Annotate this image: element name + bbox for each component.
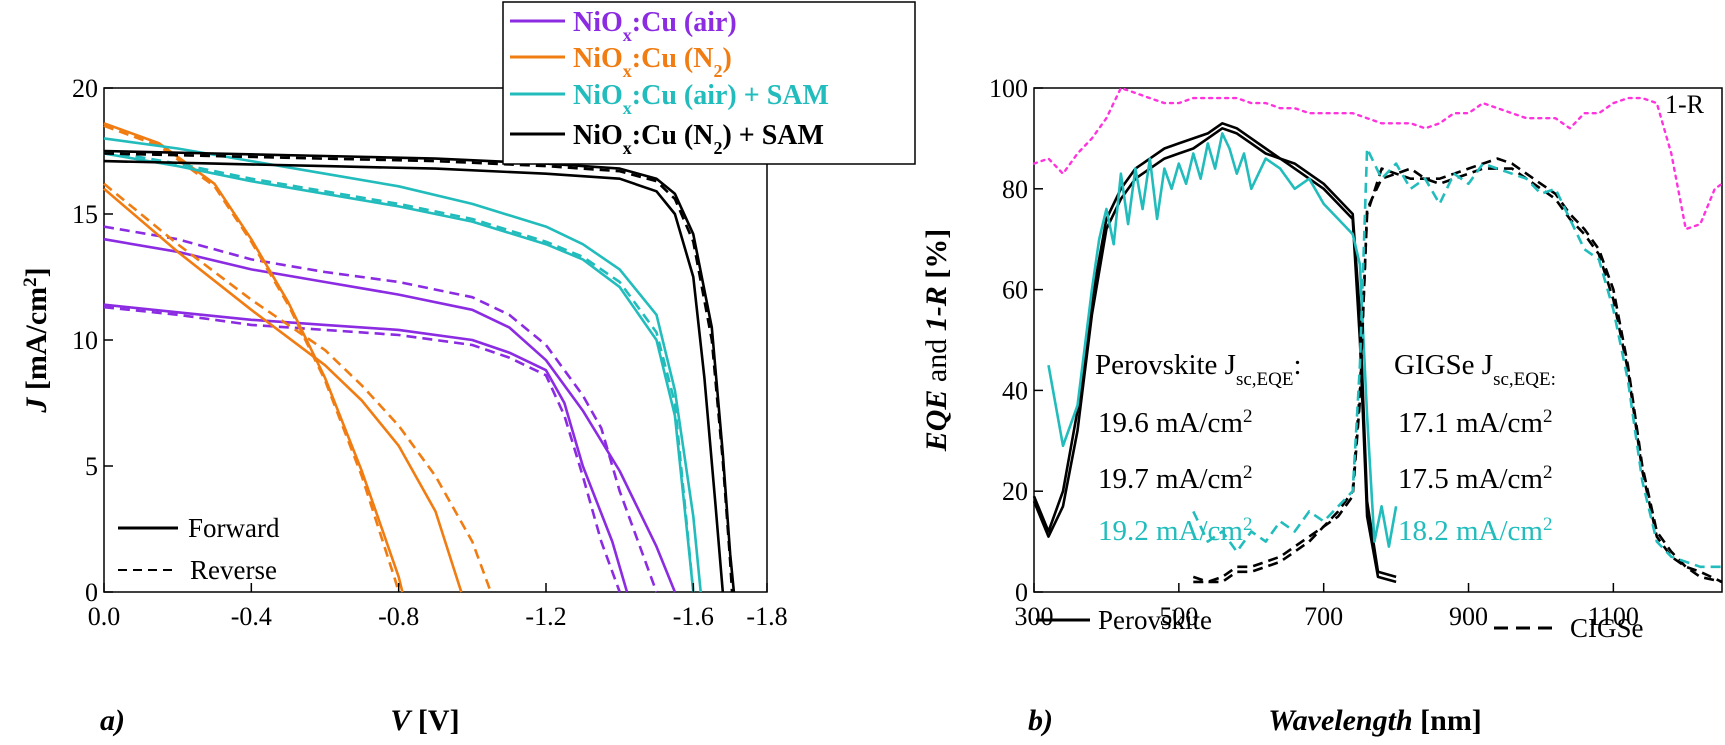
legend-forward-label: Forward [188,513,280,543]
legend-label-air-sam: NiOx:Cu (air) + SAM [573,80,829,118]
plot-a-xticks: 0.0 -0.4 -0.8 -1.2 -1.6 -1.8 [88,583,788,631]
series-line-11 [103,152,695,593]
legend-perovskite-label: Perovskite [1098,605,1212,635]
legend-label-air: NiOx:Cu (air) [573,7,737,45]
plot-a-style-legend: Forward Reverse [118,513,280,585]
series-line-1 [1032,86,1724,231]
y-tick-label: 20 [1002,477,1028,506]
y-tick-label: 20 [72,74,98,103]
cigse-jsc-value-1: 17.1 mA/cm2 [1398,406,1553,440]
series-line-7 [1192,147,1722,569]
series-line-3 [1032,122,1397,579]
perovskite-jsc-title: Perovskite Jsc,EQE: [1095,349,1302,390]
series-line-4 [1047,132,1398,548]
plot-a-series-legend: NiOx:Cu (air) NiOx:Cu (N2) NiOx:Cu (air)… [502,1,916,165]
plot-a-ylabel: J [mA/cm2] [20,267,54,413]
series-line-6 [1193,167,1723,584]
perovskite-jsc-value-1: 19.6 mA/cm2 [1098,406,1253,440]
panel-a: 0.0 -0.4 -0.8 -1.2 -1.6 -1.8 0 5 10 15 20 J [mA/c… [20,1,916,737]
cigse-jsc-value-3: 18.2 mA/cm2 [1398,514,1553,548]
series-line-6 [103,124,400,593]
series-line-9 [103,137,702,593]
series-line-3 [103,303,629,593]
x-tick-label: 500 [1159,602,1198,631]
perovskite-jsc-value-3: 19.2 mA/cm2 [1098,514,1253,548]
x-tick-label: 1100 [1588,602,1639,631]
y-tick-label: 0 [1015,578,1028,607]
series-line-4 [103,305,621,593]
x-tick-label: -0.8 [378,602,419,631]
x-tick-label: -1.2 [525,602,566,631]
y-tick-label: 5 [85,452,98,481]
x-tick-label: -1.8 [746,602,787,631]
panel-b-label: b) [1028,704,1053,737]
series-line-10 [103,149,695,593]
plot-a-yticks: 0 5 10 15 20 [72,74,113,607]
x-tick-label: 300 [1015,602,1054,631]
plot-b-yticks: 0 20 40 60 80 100 [989,74,1043,607]
y-tick-label: 60 [1002,276,1028,305]
series-line-2 [103,225,658,593]
x-tick-label: -0.4 [231,602,272,631]
y-tick-label: 10 [72,326,98,355]
x-tick-label: 900 [1449,602,1488,631]
legend-reverse-label: Reverse [190,555,277,585]
y-tick-label: 0 [85,578,98,607]
panel-b: 300 500 700 900 1100 0 20 40 60 80 100 EQE and 1-… [920,74,1724,737]
cigse-jsc-annotation: GIGSe Jsc,EQE: 17.1 mA/cm2 17.5 mA/cm2 1… [1394,349,1556,547]
plot-a-xlabel: V [V] [390,704,459,737]
legend-label-n2-sam: NiOx:Cu (N2) + SAM [573,120,824,158]
one-minus-r-label: 1-R [1665,90,1705,119]
plot-b-xticks: 300 500 700 900 1100 [1015,583,1639,631]
plot-b-ylabel: EQE and 1-R [%] [920,229,953,453]
perovskite-jsc-annotation: Perovskite Jsc,EQE: 19.6 mA/cm2 19.7 mA/… [1095,349,1302,547]
x-tick-label: -1.6 [673,602,714,631]
plot-b-frame [1033,87,1723,593]
y-tick-label: 40 [1002,376,1028,405]
legend-box [502,1,916,165]
panel-a-label: a) [100,704,125,737]
perovskite-jsc-value-2: 19.7 mA/cm2 [1098,462,1253,496]
series-line-8 [103,182,493,593]
series-line-2 [1032,127,1397,584]
cigse-jsc-value-2: 17.5 mA/cm2 [1398,462,1553,496]
series-line-1 [103,237,677,593]
series-line-14 [103,159,725,593]
plot-a-curves [103,122,736,593]
plot-b-xlabel: Wavelength [nm] [1268,704,1482,737]
plot-b-style-legend: Perovskite CIGSe [1036,605,1644,643]
plot-b-curves [1032,86,1724,584]
x-tick-label: 700 [1304,602,1343,631]
legend-cigse-label: CIGSe [1570,613,1644,643]
series-line-7 [103,187,463,593]
y-tick-label: 15 [72,200,98,229]
y-tick-label: 80 [1002,175,1028,204]
y-tick-label: 100 [989,74,1028,103]
x-tick-label: 0.0 [88,602,121,631]
legend-label-n2: NiOx:Cu (N2) [573,43,732,81]
cigse-jsc-title: GIGSe Jsc,EQE: [1394,349,1556,390]
